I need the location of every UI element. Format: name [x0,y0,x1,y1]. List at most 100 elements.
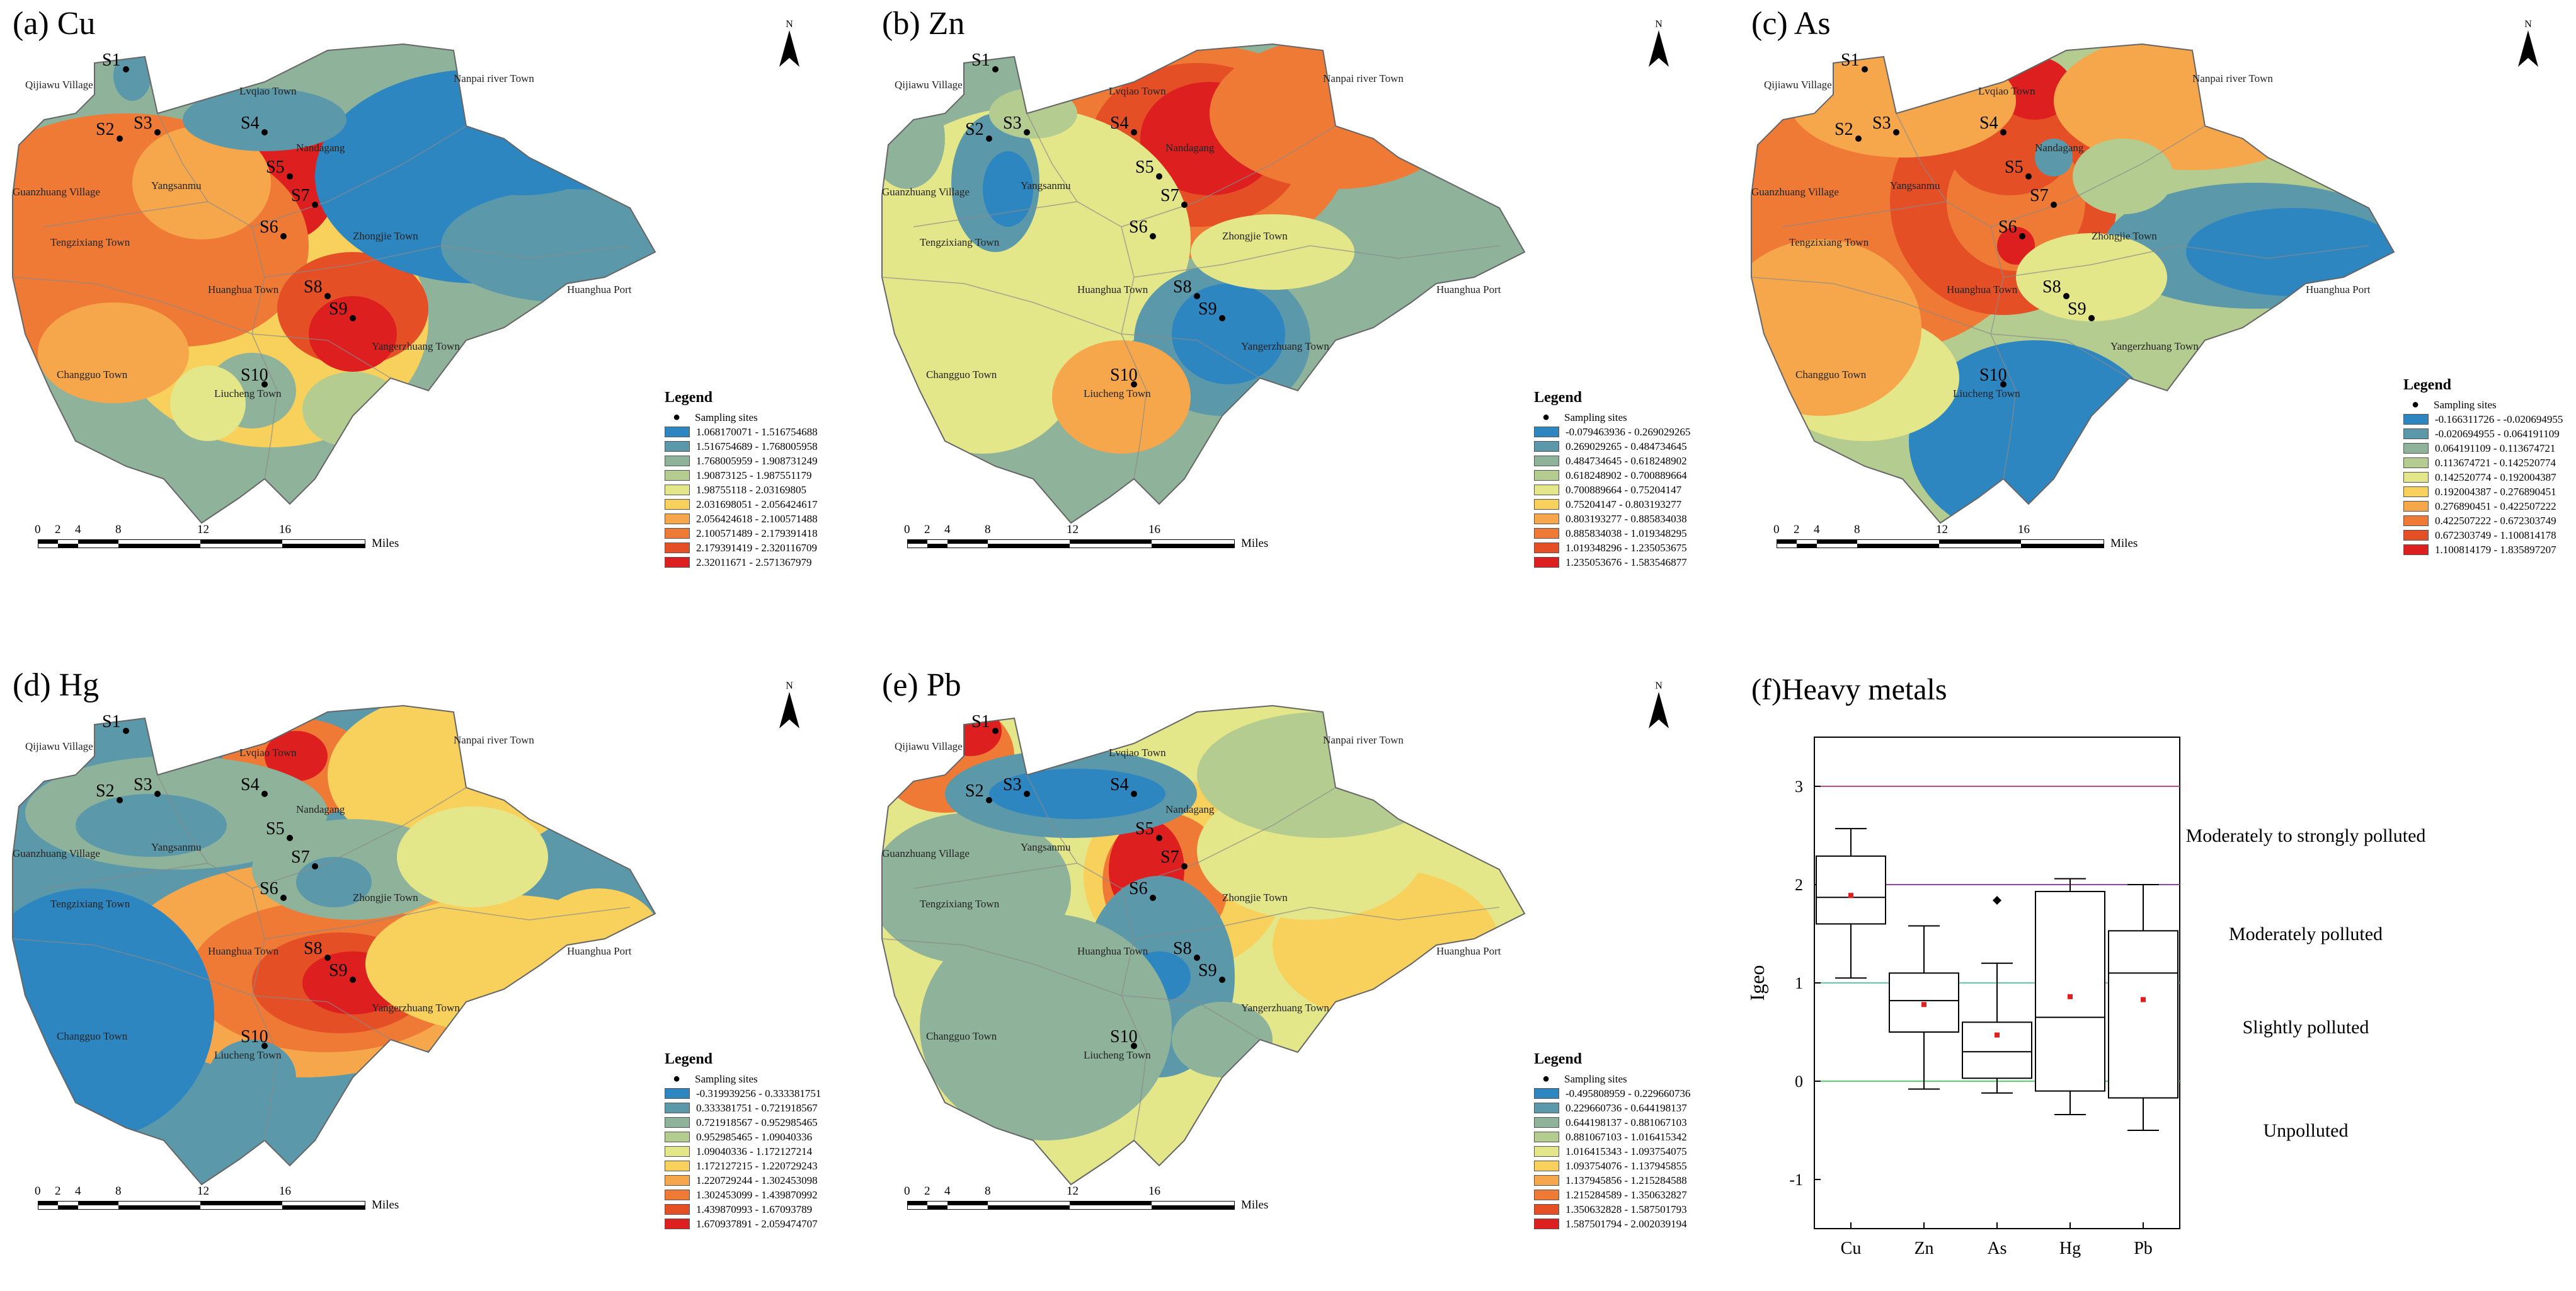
legend-title: Legend [665,389,713,406]
y-tick-label: -1 [1789,1171,1803,1189]
north-arrow: N [778,19,801,72]
sampling-site-label: S9 [2068,299,2087,319]
contour-zone [2073,139,2173,214]
place-label: Tengzixiang Town [920,236,1000,248]
place-label: Yangsanmu [1021,180,1071,192]
sampling-site-marker [280,233,287,239]
sampling-site-marker [1150,895,1156,901]
scale-tick-label: 2 [55,523,61,536]
scale-tick-label: 2 [55,1185,61,1198]
place-label: Nanpai river Town [454,734,534,746]
map-panel-hg: (d) Hg Qijiawu Village Lvqiao Town Nanpai … [0,662,838,1248]
legend-range-label: 1.90873125 - 1.987551179 [696,469,812,481]
legend-range-label: 1.137945856 - 1.215284588 [1566,1174,1687,1186]
place-label: Yangsanmu [1021,841,1071,853]
place-label: Nanpai river Town [2192,72,2273,84]
scale-tick-label: 0 [1773,523,1780,536]
legend-range-label: 1.98755118 - 2.03169805 [696,484,807,496]
legend-swatch [2403,414,2429,425]
sampling-site-marker [261,129,268,135]
legend-item: 1.98755118 - 2.03169805 [665,483,818,497]
legend-range-label: 2.100571489 - 2.179391418 [696,527,818,539]
y-tick-label: 3 [1795,777,1803,796]
contour-zone [208,1040,296,1115]
legend-title: Legend [2403,377,2452,393]
north-arrow-icon [1649,30,1669,67]
legend-swatch [665,1132,690,1142]
legend-item: 1.587501794 - 2.002039194 [1534,1217,1690,1231]
pollution-zone-label: Slightly polluted [2243,1017,2369,1038]
sampling-site-label: S10 [1979,365,2007,385]
north-arrow-icon [1649,692,1669,728]
contour-zone [920,914,1172,1140]
sampling-site-label: S8 [304,277,323,297]
map-panel-pb: (e) Pb Qijiawu Village Lvqiao Town Nanpai … [869,662,1707,1248]
scale-tick-label: 12 [197,1185,209,1198]
place-label: Lvqiao Town [239,85,297,97]
legend-item: -0.020694955 - 0.064191109 [2403,427,2563,441]
contour-zone [1197,712,1449,838]
scale-tick-label: 4 [944,523,951,536]
place-label: Guanzhuang Village [1751,186,1839,198]
sampling-site-marker [324,955,331,961]
legend-range-label: 0.881067103 - 1.016415342 [1566,1131,1687,1143]
sampling-site-marker [2000,129,2006,135]
legend-item: 1.09040336 - 1.172127214 [665,1144,821,1159]
sampling-site-marker [1181,863,1188,869]
contour-zone [309,296,397,372]
sampling-site-label: S1 [102,50,121,70]
sampling-site-label: S3 [134,113,152,133]
scale-bar: 0 2 4 8 12 16 Miles [904,1185,1268,1212]
legend-swatch [665,1161,690,1171]
contour-zone [989,769,1165,819]
place-label: Nanpai river Town [1323,72,1404,84]
sampling-site-label: S9 [1198,299,1217,319]
sampling-site-marker [261,1043,268,1049]
contour-zone [1052,340,1191,454]
legend-range-label: 0.484734645 - 0.618248902 [1566,455,1687,467]
sampling-site-dot-icon: ● [672,1072,681,1086]
map-panel-zn: (b) Zn Qijiawu Village Lvqiao Town Nanpai … [869,0,1707,586]
legend-swatch [665,456,690,466]
sampling-site-label: S2 [96,120,115,139]
legend-swatch [665,514,690,524]
contour-zone [170,365,246,441]
legend-item: 2.056424618 - 2.100571488 [665,512,818,526]
legend-item: 0.952985465 - 1.09040336 [665,1130,821,1144]
sampling-site-label: S1 [102,712,121,732]
legend-item: 0.721918567 - 0.952985465 [665,1115,821,1130]
legend-range-label: 1.587501794 - 2.002039194 [1566,1218,1687,1230]
legend-item: 2.179391419 - 2.320116709 [665,541,818,555]
scale-tick-label: 12 [1067,1185,1079,1198]
sampling-site-marker [2088,315,2095,321]
scale-bar-unit: Miles [1241,537,1269,550]
sampling-site-label: S1 [1841,50,1860,70]
place-label: Zhongjie Town [2092,230,2157,242]
legend-range-label: 2.179391419 - 2.320116709 [696,542,818,554]
place-label: Zhongjie Town [353,892,418,904]
legend-range-label: 1.019348296 - 1.235053675 [1566,542,1687,554]
legend-swatch [665,441,690,452]
legend-item: 0.192004387 - 0.276890451 [2403,485,2563,499]
legend-range-label: 0.142520774 - 0.192004387 [2435,471,2556,483]
legend-swatch [665,1146,690,1157]
legend-range-label: 2.32011671 - 2.571367979 [696,556,812,568]
legend-swatch [2403,501,2429,512]
legend-sites-label: Sampling sites [1564,411,1627,423]
legend-swatch [665,1088,690,1099]
pollution-zone-label: Unpolluted [2264,1120,2349,1141]
legend-item: 0.276890451 - 0.422507222 [2403,499,2563,514]
legend-swatch [665,1175,690,1186]
sampling-site-label: S2 [96,781,115,801]
legend: Legend ● Sampling sites -0.495808959 - 0.… [1534,1052,1690,1231]
legend-item: 1.019348296 - 1.235053675 [1534,541,1690,555]
legend-range-label: 1.516754689 - 1.768005958 [696,440,818,452]
sampling-site-marker [324,293,331,299]
legend-sites-label: Sampling sites [695,411,758,423]
place-label: Nandagang [296,142,345,154]
sampling-site-dot-icon: ● [1542,410,1550,424]
legend-item: 0.672303749 - 1.100814178 [2403,528,2563,542]
scale-tick-label: 16 [2018,523,2030,536]
sampling-site-label: S8 [1173,277,1192,297]
legend-range-label: 0.721918567 - 0.952985465 [696,1116,818,1128]
